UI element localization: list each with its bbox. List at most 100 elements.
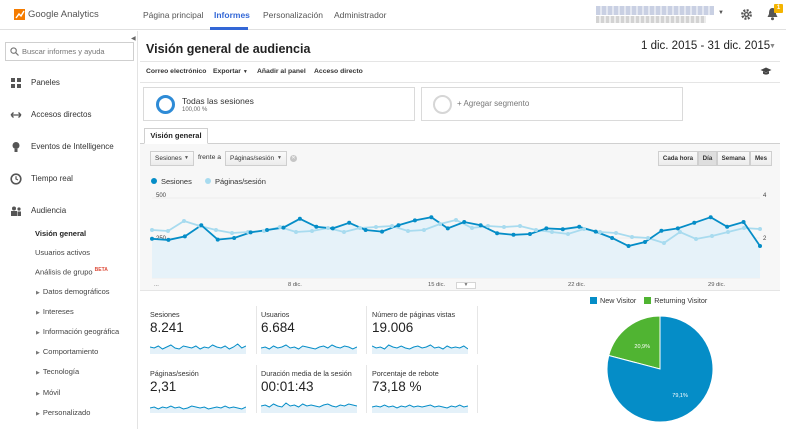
point-pages-per-session[interactable] [150,228,154,232]
point-sessions[interactable] [527,232,532,236]
point-pages-per-session[interactable] [374,225,378,229]
point-pages-per-session[interactable] [582,227,586,231]
point-sessions[interactable] [199,223,204,228]
chart-resize-handle[interactable]: ▼ [456,282,476,289]
date-dropdown-icon[interactable]: ▼ [769,43,776,50]
granularity-month-button[interactable]: Mes [750,151,772,166]
export-button[interactable]: Exportar ▼ [213,68,248,75]
legend-item-returning-visitor[interactable]: Returning Visitor [644,296,707,305]
sidebar-subitem-cohort[interactable]: Análisis de grupo BETA [35,267,108,277]
metric-pages-per-session[interactable]: Páginas/sesión 2,31 [150,369,256,423]
pie-slice-returning-visitor[interactable] [608,315,661,370]
point-pages-per-session[interactable] [390,224,394,228]
point-sessions[interactable] [429,215,434,220]
granularity-hourly-button[interactable]: Cada hora [658,151,698,166]
sidebar-subitem-demographics[interactable]: ▶ Datos demográficos [36,287,110,296]
sidebar-subitem-geo[interactable]: ▶ Información geográfica [36,327,119,336]
sidebar-item-audience[interactable]: Audiencia [0,199,137,223]
point-pages-per-session[interactable] [566,232,570,236]
tab-home[interactable]: Página principal [143,10,204,20]
point-sessions[interactable] [659,228,664,233]
add-to-dashboard-button[interactable]: Añadir al panel [257,68,306,75]
point-pages-per-session[interactable] [454,218,458,222]
tab-overview[interactable]: Visión general [144,128,208,144]
collapse-sidebar-icon[interactable]: ◀ [131,36,136,42]
point-pages-per-session[interactable] [438,222,442,226]
legend-item-new-visitor[interactable]: New Visitor [590,296,636,305]
point-sessions[interactable] [610,236,615,240]
point-sessions[interactable] [741,220,746,224]
point-pages-per-session[interactable] [294,230,298,234]
app-title[interactable]: Google Analytics [28,9,99,20]
point-pages-per-session[interactable] [278,225,282,229]
metric-users[interactable]: Usuarios 6.684 [261,310,367,364]
point-pages-per-session[interactable] [758,227,762,231]
tab-customization[interactable]: Personalización [263,10,324,20]
point-sessions[interactable] [297,216,302,221]
point-sessions[interactable] [314,224,319,229]
point-pages-per-session[interactable] [678,230,682,234]
point-sessions[interactable] [478,223,483,228]
point-sessions[interactable] [708,215,713,220]
point-sessions[interactable] [166,237,171,242]
account-dropdown-icon[interactable]: ▼ [718,10,724,16]
point-pages-per-session[interactable] [470,226,474,230]
point-pages-per-session[interactable] [262,229,266,233]
metric-pageviews[interactable]: Número de páginas vistas 19.006 [372,310,478,364]
point-sessions[interactable] [248,230,253,235]
clear-metric-icon[interactable]: ✕ [290,155,297,162]
point-pages-per-session[interactable] [342,230,346,234]
point-sessions[interactable] [182,234,187,239]
point-pages-per-session[interactable] [694,237,698,241]
point-sessions[interactable] [281,225,286,230]
add-segment-button[interactable]: + Agregar segmento [421,87,683,121]
tab-admin[interactable]: Administrador [334,10,387,20]
metric-select-primary[interactable]: Sesiones ▼ [150,151,194,166]
metric-bounce-rate[interactable]: Porcentaje de rebote 73,18 % [372,369,478,423]
point-pages-per-session[interactable] [310,229,314,233]
point-pages-per-session[interactable] [646,236,650,240]
point-pages-per-session[interactable] [518,224,522,228]
notification-badge[interactable]: 1 [774,4,783,13]
point-pages-per-session[interactable] [502,225,506,229]
point-sessions[interactable] [593,229,598,234]
point-sessions[interactable] [330,226,335,231]
granularity-day-button[interactable]: Día [698,151,717,166]
point-sessions[interactable] [380,229,385,234]
sidebar-subitem-behavior[interactable]: ▶ Comportamiento [36,347,98,356]
sidebar-subitem-mobile[interactable]: ▶ Móvil [36,388,60,397]
point-sessions[interactable] [462,220,467,224]
point-pages-per-session[interactable] [534,228,538,232]
point-sessions[interactable] [445,226,450,231]
point-sessions[interactable] [692,220,697,225]
segment-all-sessions[interactable]: Todas las sesiones 100,00 % [143,87,415,121]
point-sessions[interactable] [544,226,549,231]
point-pages-per-session[interactable] [662,241,666,245]
point-sessions[interactable] [626,244,631,248]
point-pages-per-session[interactable] [326,226,330,230]
point-pages-per-session[interactable] [742,226,746,230]
point-sessions[interactable] [577,224,582,229]
metric-avg-session-duration[interactable]: Duración media de la sesión 00:01:43 [261,369,367,423]
sidebar-subitem-custom[interactable]: ▶ Personalizado [36,408,90,417]
point-sessions[interactable] [560,227,565,232]
point-sessions[interactable] [758,244,762,248]
sidebar-item-intelligence[interactable]: Eventos de Intelligence [0,135,137,159]
point-sessions[interactable] [675,226,680,231]
point-pages-per-session[interactable] [630,235,634,239]
point-sessions[interactable] [495,231,500,236]
graduation-cap-icon[interactable] [760,67,772,76]
point-pages-per-session[interactable] [406,229,410,233]
pie-slice-new-visitor[interactable] [606,315,714,423]
sidebar-item-shortcuts[interactable]: Accesos directos [0,103,137,127]
point-sessions[interactable] [642,240,647,244]
point-pages-per-session[interactable] [422,228,426,232]
point-pages-per-session[interactable] [358,226,362,230]
point-sessions[interactable] [215,237,220,242]
metric-sessions[interactable]: Sesiones 8.241 [150,310,256,364]
point-sessions[interactable] [412,218,417,223]
point-pages-per-session[interactable] [726,230,730,234]
tab-reports[interactable]: Informes [214,10,250,20]
account-email-redacted[interactable] [596,6,714,15]
search-input[interactable] [22,45,132,58]
